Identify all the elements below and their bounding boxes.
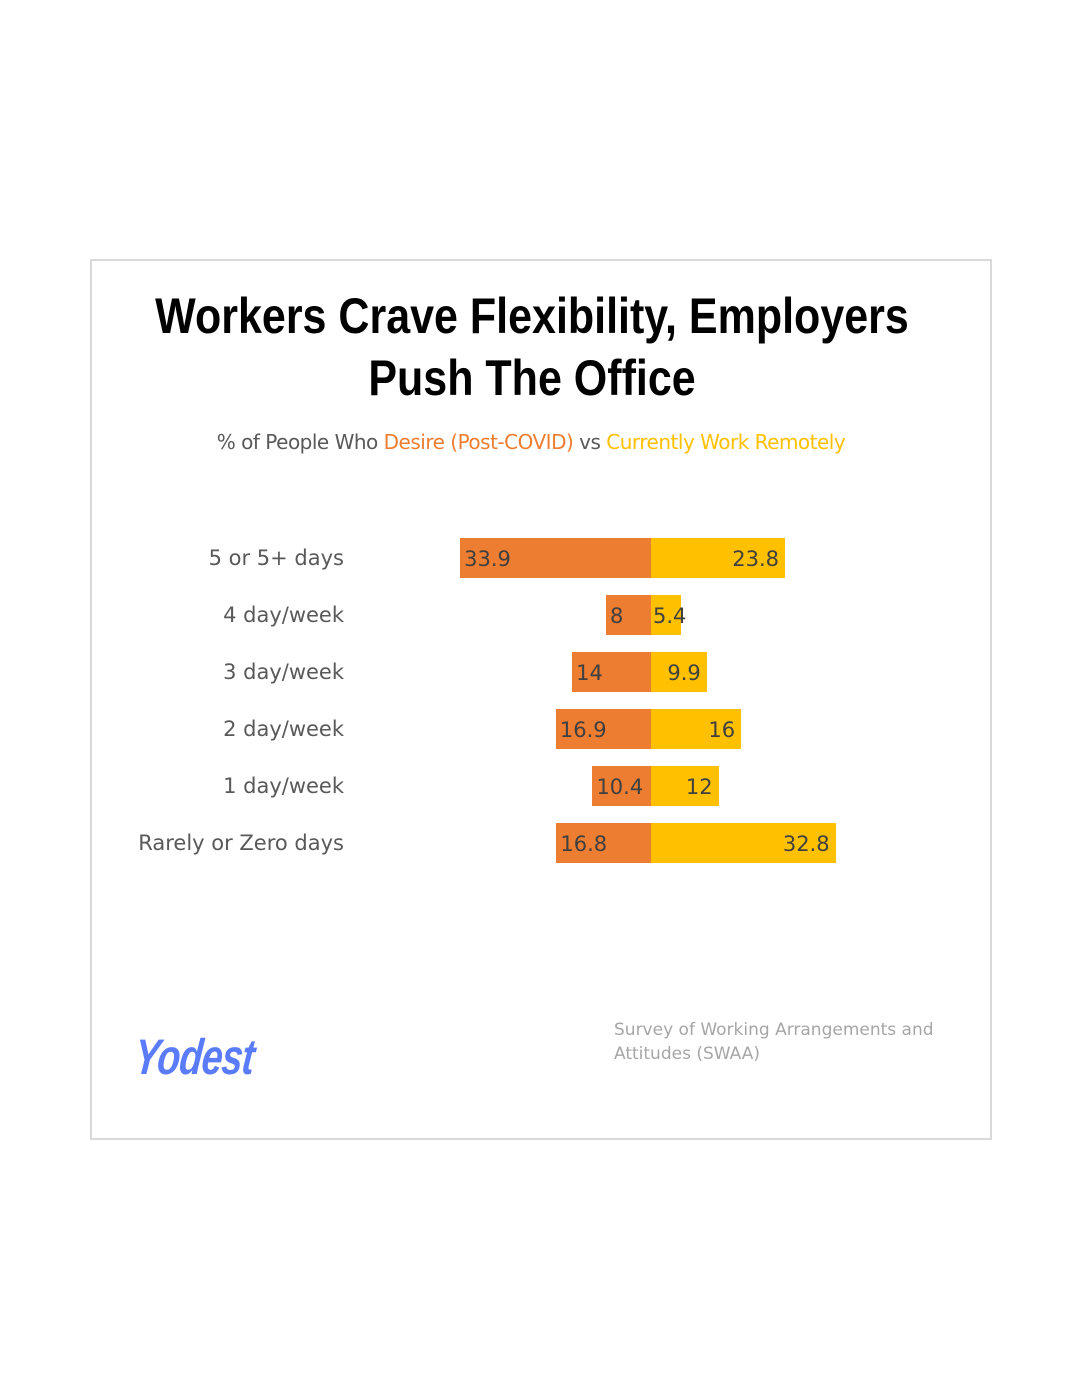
legend-current: Currently Work Remotely (606, 430, 846, 454)
data-label-current: 9.9 (667, 661, 701, 685)
chart-title: Workers Crave Flexibility, Employers Pus… (74, 285, 989, 409)
data-label-desire: 16.9 (559, 718, 607, 742)
legend-desire: Desire (Post-COVID) (383, 430, 574, 454)
title-line-1: Workers Crave Flexibility, Employers (155, 288, 909, 344)
data-label-desire: 16.8 (560, 832, 608, 856)
data-label-current: 5.4 (653, 604, 687, 628)
category-label: 4 day/week (223, 603, 344, 627)
category-label: 2 day/week (223, 717, 344, 741)
bar-desire (572, 652, 651, 692)
data-label-desire: 33.9 (464, 547, 511, 571)
bar-desire (605, 595, 651, 635)
category-label: 3 day/week (223, 660, 344, 684)
category-label: Rarely or Zero days (138, 831, 344, 855)
data-label-desire: 10.4 (596, 775, 644, 799)
subtitle-vs: vs (573, 430, 607, 454)
title-line-2: Push The Office (368, 350, 696, 406)
source-note: Survey of Working Arrangements and Attit… (614, 1018, 934, 1066)
chart-subtitle: % of People Who Desire (Post-COVID) vs C… (0, 430, 1062, 454)
data-label-current: 23.8 (732, 547, 779, 571)
data-label-current: 12 (685, 775, 713, 799)
bar-desire (460, 538, 651, 578)
bar-current (651, 709, 742, 749)
data-label-desire: 14 (576, 661, 603, 685)
source-line-1: Survey of Working Arrangements and (614, 1020, 934, 1040)
category-label: 5 or 5+ days (208, 546, 344, 570)
bar-desire (555, 709, 651, 749)
category-label: 1 day/week (223, 774, 344, 798)
bar-current (651, 766, 719, 806)
data-label-current: 32.8 (782, 832, 830, 856)
chart-frame (90, 259, 992, 1140)
yodest-logo: Yodest (131, 1029, 258, 1085)
bar-current (651, 823, 836, 863)
bar-current (651, 595, 682, 635)
data-label-desire: 8 (609, 604, 624, 628)
data-label-current: 16 (708, 718, 736, 742)
source-line-2: Attitudes (SWAA) (614, 1044, 761, 1064)
bar-current (651, 538, 785, 578)
bar-desire (592, 766, 651, 806)
bar-current (651, 652, 707, 692)
bar-desire (556, 823, 651, 863)
subtitle-prefix: % of People Who (216, 430, 384, 454)
